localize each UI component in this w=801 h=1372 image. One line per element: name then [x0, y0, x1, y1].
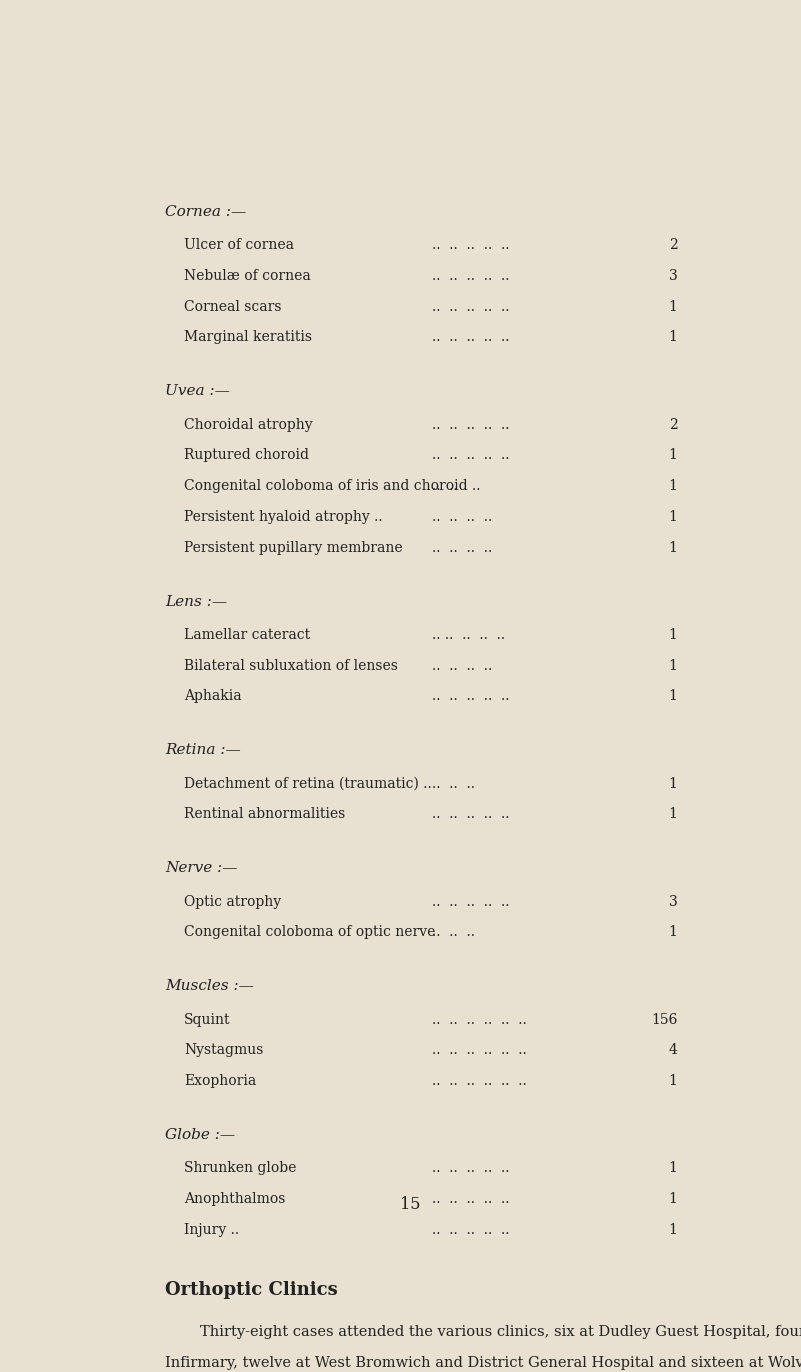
Text: 1: 1 [669, 925, 678, 940]
Text: 4: 4 [669, 1043, 678, 1058]
Text: ..  ..  ..  ..  ..  ..: .. .. .. .. .. .. [432, 1013, 527, 1026]
Text: 1: 1 [669, 299, 678, 314]
Text: Bilateral subluxation of lenses: Bilateral subluxation of lenses [184, 659, 398, 672]
Text: ..  ..  ..  ..  ..: .. .. .. .. .. [432, 895, 509, 908]
Text: Retina :—: Retina :— [165, 744, 241, 757]
Text: 1: 1 [669, 659, 678, 672]
Text: Shrunken globe: Shrunken globe [184, 1161, 296, 1176]
Text: ..  ..  ..  ..  ..: .. .. .. .. .. [432, 299, 509, 314]
Text: ..  ..  ..  ..  ..: .. .. .. .. .. [432, 449, 509, 462]
Text: Rentinal abnormalities: Rentinal abnormalities [184, 807, 345, 822]
Text: ..  ..  ..: .. .. .. [432, 925, 475, 940]
Text: ..  ..  ..  ..  ..: .. .. .. .. .. [432, 269, 509, 283]
Text: Marginal keratitis: Marginal keratitis [184, 331, 312, 344]
Text: 1: 1 [669, 479, 678, 493]
Text: ..  ..  ..  ..: .. .. .. .. [432, 541, 492, 554]
Text: Optic atrophy: Optic atrophy [184, 895, 281, 908]
Text: ..  ..  ..  ..  ..: .. .. .. .. .. [432, 1192, 509, 1206]
Text: Injury ..: Injury .. [184, 1222, 239, 1236]
Text: Lens :—: Lens :— [165, 594, 227, 609]
Text: ..  ..  ..  ..  ..: .. .. .. .. .. [432, 331, 509, 344]
Text: Uvea :—: Uvea :— [165, 384, 230, 398]
Text: 2: 2 [669, 239, 678, 252]
Text: ..  ..  ..  ..  ..: .. .. .. .. .. [432, 807, 509, 822]
Text: 3: 3 [669, 895, 678, 908]
Text: 1: 1 [669, 1222, 678, 1236]
Text: Congenital coloboma of optic nerve: Congenital coloboma of optic nerve [184, 925, 435, 940]
Text: Orthoptic Clinics: Orthoptic Clinics [165, 1280, 338, 1299]
Text: Choroidal atrophy: Choroidal atrophy [184, 417, 312, 432]
Text: .. ..  ..  ..  ..: .. .. .. .. .. [432, 628, 505, 642]
Text: ..  ..  ..  ..  ..  ..: .. .. .. .. .. .. [432, 1074, 527, 1088]
Text: Cornea :—: Cornea :— [165, 204, 247, 218]
Text: Muscles :—: Muscles :— [165, 980, 254, 993]
Text: 2: 2 [669, 417, 678, 432]
Text: Lamellar cateract: Lamellar cateract [184, 628, 310, 642]
Text: Detachment of retina (traumatic) ..: Detachment of retina (traumatic) .. [184, 777, 432, 790]
Text: Exophoria: Exophoria [184, 1074, 256, 1088]
Text: 1: 1 [669, 1074, 678, 1088]
Text: Nystagmus: Nystagmus [184, 1043, 264, 1058]
Text: Aphakia: Aphakia [184, 689, 242, 704]
Text: ..  ..: .. .. [432, 479, 457, 493]
Text: Persistent pupillary membrane: Persistent pupillary membrane [184, 541, 403, 554]
Text: Persistent hyaloid atrophy ..: Persistent hyaloid atrophy .. [184, 510, 383, 524]
Text: Ruptured choroid: Ruptured choroid [184, 449, 309, 462]
Text: 1: 1 [669, 777, 678, 790]
Text: ..  ..  ..  ..  ..: .. .. .. .. .. [432, 689, 509, 704]
Text: ..  ..  ..  ..  ..: .. .. .. .. .. [432, 417, 509, 432]
Text: Infirmary, twelve at West Bromwich and District General Hospital and sixteen at : Infirmary, twelve at West Bromwich and D… [165, 1356, 801, 1369]
Text: ..  ..  ..: .. .. .. [432, 777, 475, 790]
Text: 1: 1 [669, 510, 678, 524]
Text: ..  ..  ..  ..  ..: .. .. .. .. .. [432, 1161, 509, 1176]
Text: 1: 1 [669, 807, 678, 822]
Text: ..  ..  ..  ..: .. .. .. .. [432, 659, 492, 672]
Text: 3: 3 [669, 269, 678, 283]
Text: ..  ..  ..  ..: .. .. .. .. [432, 510, 492, 524]
Text: Thirty-eight cases attended the various clinics, six at Dudley Guest Hospital, f: Thirty-eight cases attended the various … [200, 1325, 801, 1339]
Text: Nerve :—: Nerve :— [165, 862, 238, 875]
Text: 15: 15 [400, 1196, 421, 1213]
Text: 1: 1 [669, 1192, 678, 1206]
Text: 1: 1 [669, 449, 678, 462]
Text: ..  ..  ..  ..  ..  ..: .. .. .. .. .. .. [432, 1043, 527, 1058]
Text: Corneal scars: Corneal scars [184, 299, 281, 314]
Text: 1: 1 [669, 1161, 678, 1176]
Text: Ulcer of cornea: Ulcer of cornea [184, 239, 294, 252]
Text: 1: 1 [669, 331, 678, 344]
Text: ..  ..  ..  ..  ..: .. .. .. .. .. [432, 239, 509, 252]
Text: Congenital coloboma of iris and choroid ..: Congenital coloboma of iris and choroid … [184, 479, 481, 493]
Text: 1: 1 [669, 628, 678, 642]
Text: Globe :—: Globe :— [165, 1128, 235, 1142]
Text: 1: 1 [669, 689, 678, 704]
Text: 156: 156 [651, 1013, 678, 1026]
Text: Squint: Squint [184, 1013, 231, 1026]
Text: Nebulæ of cornea: Nebulæ of cornea [184, 269, 311, 283]
Text: 1: 1 [669, 541, 678, 554]
Text: Anophthalmos: Anophthalmos [184, 1192, 285, 1206]
Text: ..  ..  ..  ..  ..: .. .. .. .. .. [432, 1222, 509, 1236]
